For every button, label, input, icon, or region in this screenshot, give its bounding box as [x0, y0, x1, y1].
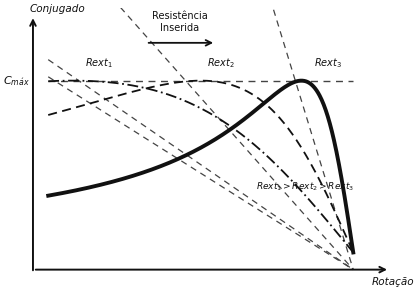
Text: $C_{m\acute{a}x}$: $C_{m\acute{a}x}$ — [3, 74, 30, 88]
Text: Rotação: Rotação — [372, 277, 414, 286]
Text: $Rext_2$: $Rext_2$ — [207, 57, 235, 70]
Text: Resistência
Inserida: Resistência Inserida — [151, 11, 207, 33]
Text: $Rext_3$: $Rext_3$ — [314, 57, 342, 70]
Text: $Rext_1 > Rext_2 > Rext_3$: $Rext_1 > Rext_2 > Rext_3$ — [256, 181, 354, 193]
Text: $Rext_1$: $Rext_1$ — [85, 57, 113, 70]
Text: Conjugado: Conjugado — [30, 4, 85, 14]
